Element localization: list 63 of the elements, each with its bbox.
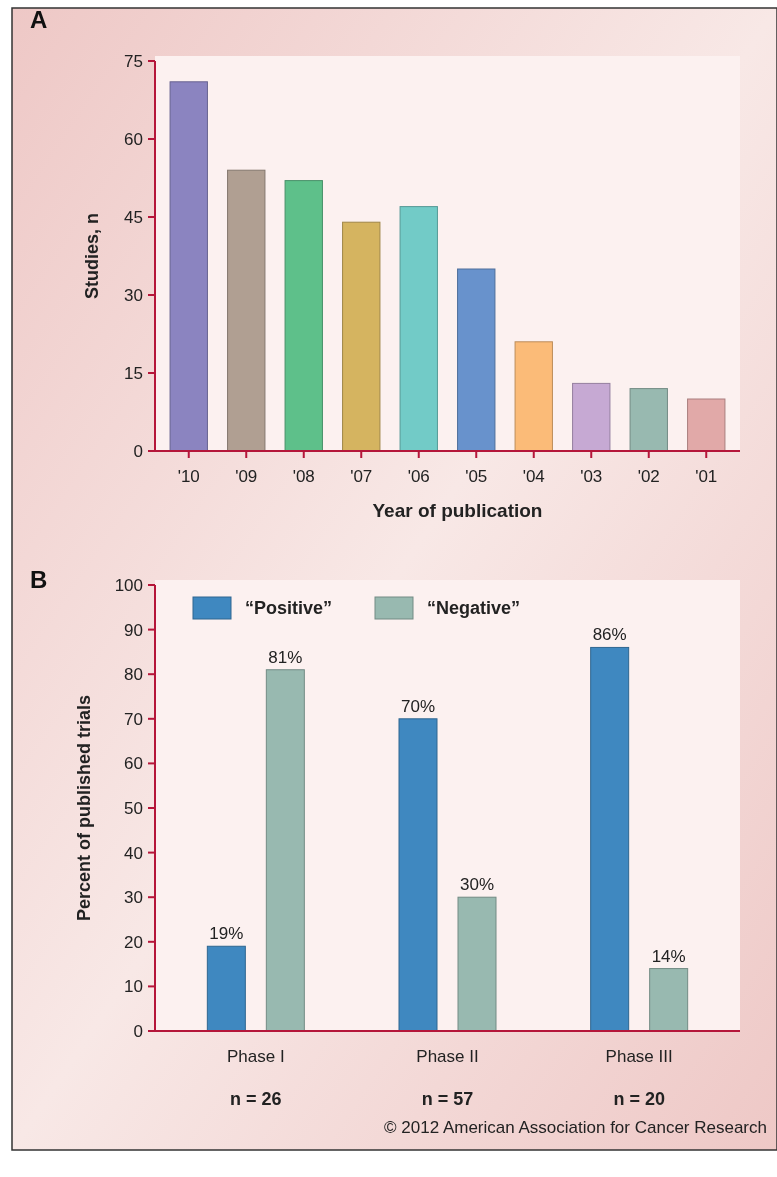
- bar: [169, 81, 208, 452]
- y-tick-label: 20: [124, 932, 143, 952]
- bar: [457, 896, 497, 1032]
- y-tick-label: 45: [124, 207, 143, 227]
- data-label: 14%: [651, 946, 686, 966]
- bar: [227, 169, 266, 452]
- text: n = 57: [421, 1089, 474, 1109]
- data-label: 19%: [209, 924, 244, 944]
- y-tick-label: 80: [124, 665, 143, 685]
- data-label: 86%: [592, 625, 627, 645]
- x-tick-label: '04: [522, 467, 545, 486]
- x-tick-label: '09: [235, 467, 258, 486]
- text: n = 20: [613, 1089, 665, 1109]
- bar: [649, 968, 689, 1032]
- x-tick-label: '05: [465, 467, 488, 486]
- chart-title: A: [30, 6, 48, 33]
- y-tick-label: 15: [124, 363, 143, 383]
- bar: [399, 206, 438, 452]
- y-tick-label: 30: [124, 888, 143, 908]
- y-tick-label: 70: [124, 709, 143, 729]
- data-label: 70%: [400, 696, 436, 716]
- bar: [206, 945, 246, 1032]
- legend-label: “Positive”: [245, 598, 333, 618]
- text: © 2012 American Association for Cancer Research: [384, 1118, 767, 1137]
- x-tick-label: Phase III: [605, 1047, 673, 1066]
- y-tick-label: 60: [124, 754, 143, 774]
- y-tick-label: 50: [124, 798, 143, 818]
- bar: [572, 382, 611, 452]
- y-tick-label: 90: [124, 620, 143, 640]
- legend-label: “Negative”: [427, 598, 521, 618]
- y-tick-label: 60: [124, 129, 143, 149]
- x-tick-label: Phase I: [227, 1047, 285, 1066]
- bar: [590, 646, 630, 1032]
- bar: [342, 221, 381, 452]
- bar: [398, 718, 438, 1032]
- y-axis-title: Studies, n: [82, 212, 102, 300]
- bar: [284, 180, 323, 452]
- y-tick-label: 75: [124, 51, 143, 71]
- x-tick-label: '03: [580, 467, 603, 486]
- bar: [265, 669, 305, 1032]
- chart-title: B: [30, 566, 48, 593]
- y-tick-label: 0: [133, 1021, 143, 1041]
- y-tick-label: 10: [124, 977, 143, 997]
- x-tick-label: '10: [177, 467, 200, 486]
- y-tick-label: 30: [124, 285, 143, 305]
- bar: [687, 398, 726, 452]
- y-axis-title: Percent of published trials: [74, 694, 94, 922]
- x-tick-label: '08: [292, 467, 315, 486]
- x-tick-label: '07: [350, 467, 373, 486]
- x-tick-label: '01: [695, 467, 718, 486]
- x-tick-label: Phase II: [416, 1047, 479, 1066]
- data-label: 81%: [268, 647, 303, 667]
- bar: [629, 388, 668, 452]
- x-tick-label: '06: [407, 467, 430, 486]
- bar: [514, 341, 553, 452]
- bar: [457, 268, 496, 452]
- y-tick-label: 100: [114, 575, 143, 595]
- x-tick-label: '02: [637, 467, 660, 486]
- y-tick-label: 0: [133, 441, 143, 461]
- text: n = 26: [230, 1089, 282, 1109]
- x-axis-title: Year of publication: [372, 500, 543, 521]
- data-label: 30%: [459, 875, 495, 895]
- y-tick-label: 40: [124, 843, 143, 863]
